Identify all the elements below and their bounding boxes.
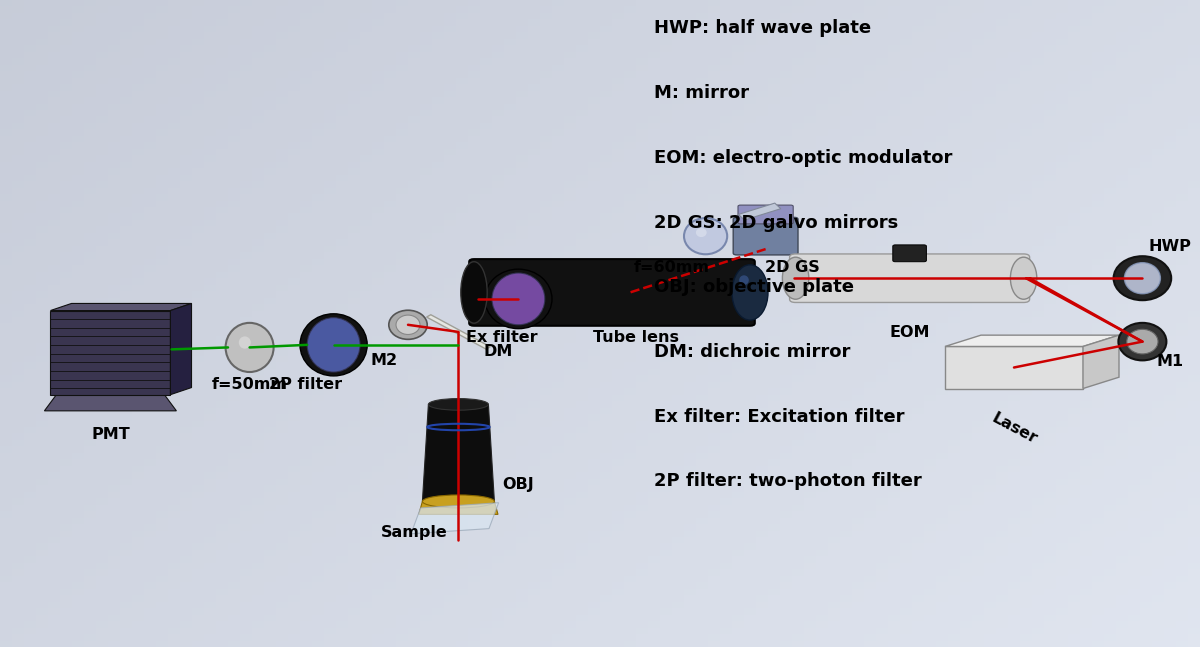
Ellipse shape (461, 261, 487, 323)
Ellipse shape (485, 269, 552, 329)
Polygon shape (426, 314, 491, 349)
Text: DM: dichroic mirror: DM: dichroic mirror (654, 343, 851, 361)
Ellipse shape (422, 495, 494, 508)
Text: M2: M2 (371, 353, 397, 367)
Text: f=50mm: f=50mm (211, 377, 288, 391)
Text: Sample: Sample (380, 525, 448, 540)
Polygon shape (419, 501, 498, 514)
Text: M1: M1 (1157, 354, 1183, 369)
Text: Tube lens: Tube lens (593, 330, 679, 345)
Ellipse shape (1010, 258, 1037, 299)
Text: OBJ: objective plate: OBJ: objective plate (654, 278, 854, 296)
Ellipse shape (239, 336, 251, 349)
Ellipse shape (300, 314, 367, 376)
FancyBboxPatch shape (893, 245, 926, 262)
Ellipse shape (1124, 263, 1160, 294)
Text: EOM: EOM (889, 325, 930, 340)
Text: Laser: Laser (989, 411, 1039, 447)
FancyBboxPatch shape (790, 254, 1030, 303)
Text: 2D GS: 2D galvo mirrors: 2D GS: 2D galvo mirrors (654, 214, 899, 232)
FancyBboxPatch shape (469, 259, 755, 325)
Text: HWP: half wave plate: HWP: half wave plate (654, 19, 871, 38)
Ellipse shape (1114, 256, 1171, 300)
Ellipse shape (739, 275, 749, 285)
Text: 2P filter: two-photon filter: 2P filter: two-photon filter (654, 472, 922, 490)
Ellipse shape (732, 265, 768, 320)
Polygon shape (50, 311, 170, 395)
Ellipse shape (307, 318, 360, 372)
Polygon shape (44, 395, 176, 411)
Text: EOM: electro-optic modulator: EOM: electro-optic modulator (654, 149, 953, 167)
Polygon shape (738, 203, 781, 220)
Ellipse shape (782, 258, 809, 299)
Ellipse shape (684, 218, 727, 254)
FancyBboxPatch shape (733, 217, 798, 255)
Text: 2D GS: 2D GS (764, 260, 820, 275)
Text: f=60mm: f=60mm (634, 260, 710, 275)
Ellipse shape (696, 228, 707, 237)
Text: OBJ: OBJ (503, 477, 534, 492)
FancyBboxPatch shape (738, 205, 793, 224)
Ellipse shape (492, 273, 545, 325)
Ellipse shape (389, 310, 427, 339)
Text: HWP: HWP (1148, 239, 1192, 254)
Polygon shape (50, 303, 192, 311)
Text: M: mirror: M: mirror (654, 84, 749, 102)
Polygon shape (946, 335, 1120, 347)
Ellipse shape (396, 315, 420, 334)
Text: Ex filter: Excitation filter: Ex filter: Excitation filter (654, 408, 905, 426)
Text: DM: DM (484, 344, 512, 359)
Ellipse shape (428, 399, 488, 410)
Text: 2P filter: 2P filter (270, 377, 342, 391)
Text: Ex filter: Ex filter (466, 330, 538, 345)
Text: PMT: PMT (91, 427, 130, 442)
Polygon shape (1084, 335, 1120, 388)
Polygon shape (946, 347, 1084, 388)
Ellipse shape (1127, 329, 1158, 354)
Polygon shape (422, 404, 494, 501)
Polygon shape (412, 503, 499, 534)
Ellipse shape (1118, 323, 1166, 360)
Polygon shape (170, 303, 192, 395)
Ellipse shape (226, 323, 274, 372)
